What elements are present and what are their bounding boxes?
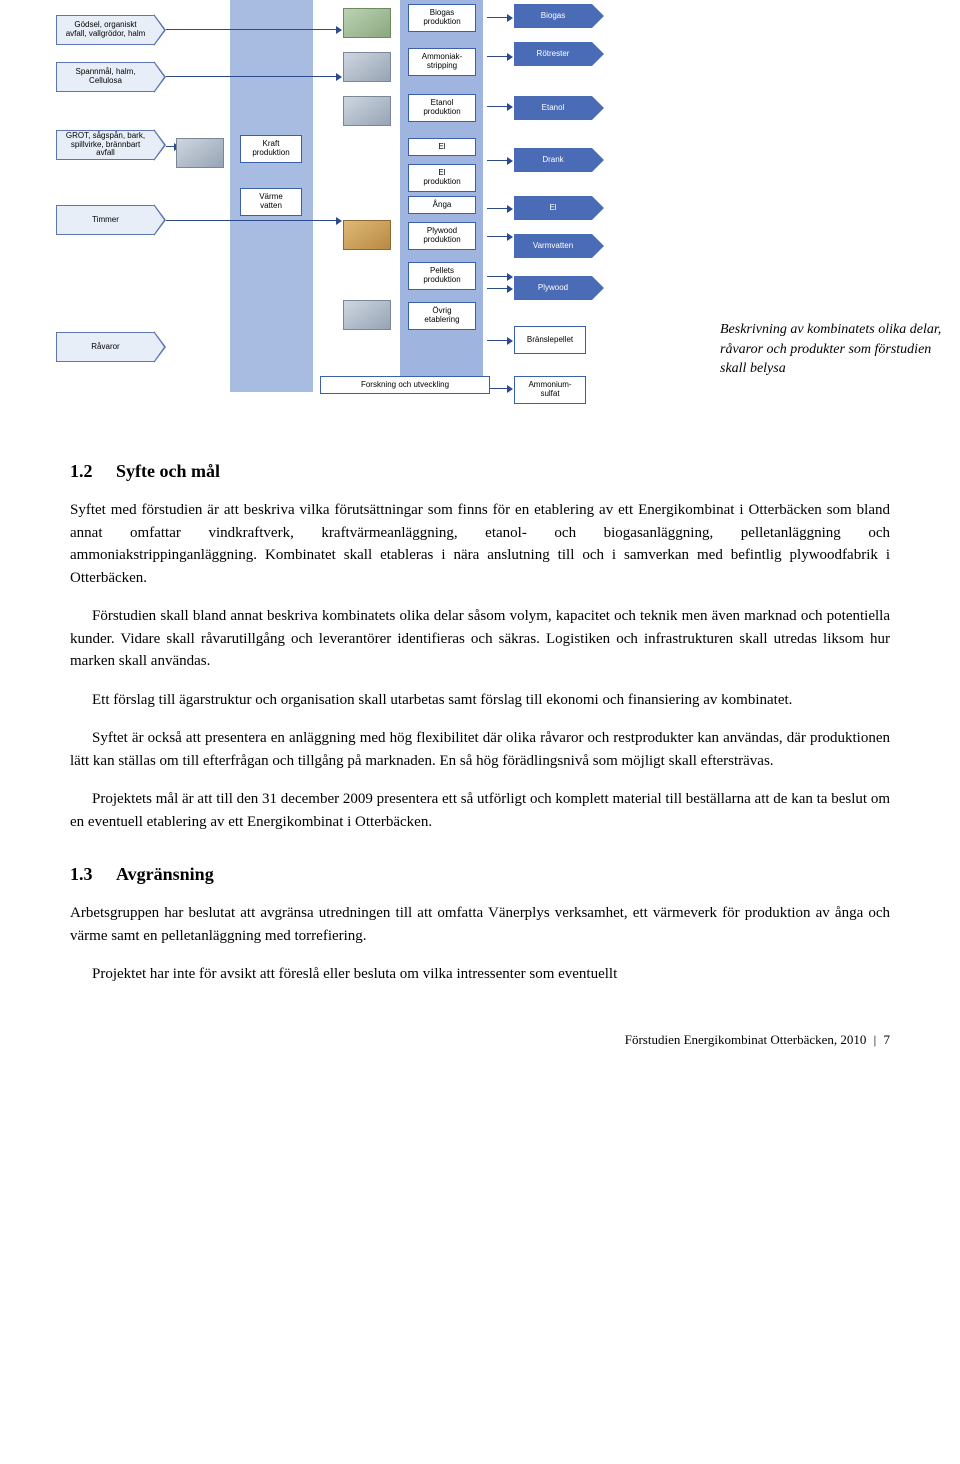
pictogram-icon — [343, 52, 391, 82]
footer-year: 2010 — [840, 1032, 866, 1047]
pictogram-icon — [343, 220, 391, 250]
body-paragraph: Arbetsgruppen har beslutat att avgränsa … — [70, 902, 890, 947]
process-block: Etanolproduktion — [408, 94, 476, 122]
connector-arrow — [487, 17, 507, 18]
body-paragraph: Projektet har inte för avsikt att föresl… — [70, 963, 890, 986]
center-process-block: Värmevatten — [240, 188, 302, 216]
process-block: Ammoniak-stripping — [408, 48, 476, 76]
connector-arrow — [487, 388, 507, 389]
connector-arrow — [487, 106, 507, 107]
connector-arrow — [166, 146, 174, 147]
center-process-block: Kraftproduktion — [240, 135, 302, 163]
section-heading: 1.2Syfte och mål — [70, 458, 890, 485]
process-block: Elproduktion — [408, 164, 476, 192]
pictogram-icon — [176, 138, 224, 168]
input-arrow: Råvaror — [56, 332, 154, 362]
body-paragraph: Syftet med förstudien är att beskriva vi… — [70, 499, 890, 589]
section-title: Avgränsning — [116, 864, 214, 884]
diagram-caption: Beskrivning av kombinatets olika delar, … — [720, 320, 960, 379]
process-block: Biogasproduktion — [408, 4, 476, 32]
connector-arrow — [487, 340, 507, 341]
pictogram-icon — [343, 300, 391, 330]
process-block: Övrigetablering — [408, 302, 476, 330]
process-block: Ånga — [408, 196, 476, 214]
connector-arrow — [166, 76, 336, 77]
body-paragraph: Förstudien skall bland annat beskriva ko… — [70, 605, 890, 673]
footer-separator: | — [874, 1032, 877, 1047]
connector-arrow — [487, 208, 507, 209]
process-block: Pelletsproduktion — [408, 262, 476, 290]
section-number: 1.3 — [70, 861, 116, 888]
process-block: Forskning och utveckling — [320, 376, 490, 394]
connector-arrow — [487, 160, 507, 161]
footer-page-number: 7 — [884, 1032, 891, 1047]
output-arrow: Drank — [514, 148, 592, 172]
process-diagram: Gödsel, organisktavfall, vallgrödor, hal… — [50, 0, 700, 430]
body-paragraph: Syftet är också att presentera en anlägg… — [70, 727, 890, 772]
section-number: 1.2 — [70, 458, 116, 485]
process-block: El — [408, 138, 476, 156]
connector-arrow — [487, 236, 507, 237]
input-arrow: Gödsel, organisktavfall, vallgrödor, hal… — [56, 15, 154, 45]
pictogram-icon — [343, 96, 391, 126]
connector-arrow — [166, 220, 336, 221]
output-block: Ammonium-sulfat — [514, 376, 586, 404]
output-arrow: Plywood — [514, 276, 592, 300]
input-arrow: Spannmål, halm,Cellulosa — [56, 62, 154, 92]
output-arrow: Etanol — [514, 96, 592, 120]
section-title: Syfte och mål — [116, 461, 220, 481]
connector-arrow — [487, 276, 507, 277]
output-arrow: Varmvatten — [514, 234, 592, 258]
output-arrow: Biogas — [514, 4, 592, 28]
body-paragraph: Ett förslag till ägarstruktur och organi… — [70, 689, 890, 712]
body-paragraph: Projektets mål är att till den 31 decemb… — [70, 788, 890, 833]
input-arrow: GROT, sågspån, bark,spillvirke, brännbar… — [56, 130, 154, 160]
output-arrow: El — [514, 196, 592, 220]
output-arrow: Rötrester — [514, 42, 592, 66]
section-heading: 1.3Avgränsning — [70, 861, 890, 888]
footer-doc-title: Förstudien Energikombinat Otterbäcken, — [625, 1032, 837, 1047]
connector-arrow — [166, 29, 336, 30]
process-block: Plywoodproduktion — [408, 222, 476, 250]
input-arrow: Timmer — [56, 205, 154, 235]
pictogram-icon — [343, 8, 391, 38]
connector-arrow — [487, 288, 507, 289]
page-footer: Förstudien Energikombinat Otterbäcken, 2… — [70, 1030, 890, 1050]
output-block: Bränslepellet — [514, 326, 586, 354]
connector-arrow — [487, 56, 507, 57]
